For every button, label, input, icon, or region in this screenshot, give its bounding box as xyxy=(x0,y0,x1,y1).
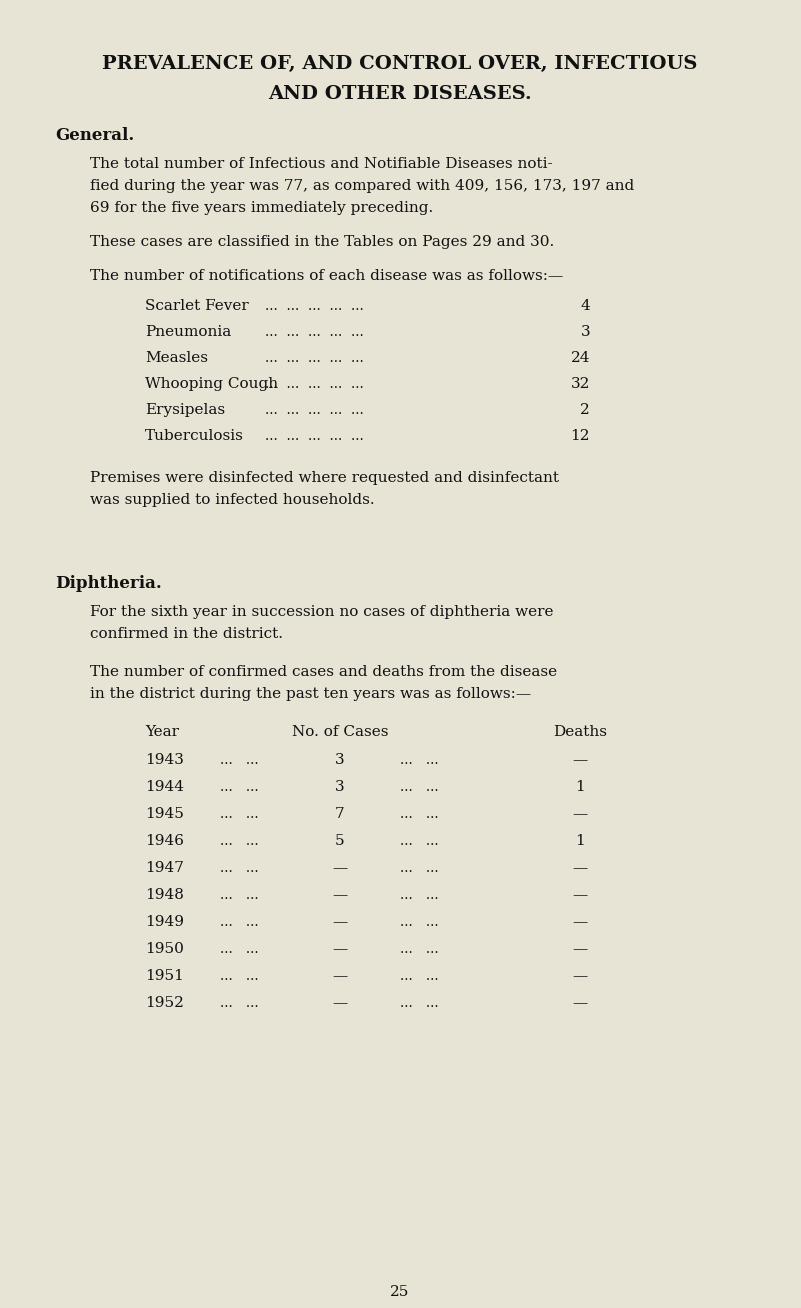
Text: Year: Year xyxy=(145,725,179,739)
Text: confirmed in the district.: confirmed in the district. xyxy=(90,627,283,641)
Text: ...   ...: ... ... xyxy=(400,916,439,929)
Text: —: — xyxy=(573,916,588,929)
Text: 1943: 1943 xyxy=(145,753,184,766)
Text: Pneumonia: Pneumonia xyxy=(145,324,231,339)
Text: —: — xyxy=(573,942,588,956)
Text: 4: 4 xyxy=(580,300,590,313)
Text: ...  ...  ...  ...  ...: ... ... ... ... ... xyxy=(265,377,364,391)
Text: ...   ...: ... ... xyxy=(400,753,439,766)
Text: 1948: 1948 xyxy=(145,888,184,903)
Text: ...  ...  ...  ...  ...: ... ... ... ... ... xyxy=(265,403,364,417)
Text: —: — xyxy=(573,807,588,821)
Text: ...  ...  ...  ...  ...: ... ... ... ... ... xyxy=(265,324,364,339)
Text: No. of Cases: No. of Cases xyxy=(292,725,388,739)
Text: 1951: 1951 xyxy=(145,969,184,984)
Text: 3: 3 xyxy=(335,780,344,794)
Text: ...   ...: ... ... xyxy=(400,942,439,956)
Text: 1952: 1952 xyxy=(145,995,184,1010)
Text: —: — xyxy=(332,995,348,1010)
Text: —: — xyxy=(573,888,588,903)
Text: —: — xyxy=(332,861,348,875)
Text: ...   ...: ... ... xyxy=(400,835,439,848)
Text: Measles: Measles xyxy=(145,351,208,365)
Text: 32: 32 xyxy=(570,377,590,391)
Text: ...   ...: ... ... xyxy=(400,888,439,903)
Text: Whooping Cough: Whooping Cough xyxy=(145,377,278,391)
Text: ...   ...: ... ... xyxy=(220,753,259,766)
Text: —: — xyxy=(332,942,348,956)
Text: Erysipelas: Erysipelas xyxy=(145,403,225,417)
Text: 2: 2 xyxy=(580,403,590,417)
Text: ...  ...  ...  ...  ...: ... ... ... ... ... xyxy=(265,351,364,365)
Text: —: — xyxy=(332,888,348,903)
Text: ...   ...: ... ... xyxy=(400,780,439,794)
Text: ...   ...: ... ... xyxy=(220,916,259,929)
Text: 1949: 1949 xyxy=(145,916,184,929)
Text: 1947: 1947 xyxy=(145,861,184,875)
Text: —: — xyxy=(573,861,588,875)
Text: —: — xyxy=(573,753,588,766)
Text: ...  ...  ...  ...  ...: ... ... ... ... ... xyxy=(265,429,364,443)
Text: ...   ...: ... ... xyxy=(220,835,259,848)
Text: 3: 3 xyxy=(581,324,590,339)
Text: Premises were disinfected where requested and disinfectant: Premises were disinfected where requeste… xyxy=(90,471,559,485)
Text: 1945: 1945 xyxy=(145,807,184,821)
Text: Tuberculosis: Tuberculosis xyxy=(145,429,244,443)
Text: in the district during the past ten years was as follows:—: in the district during the past ten year… xyxy=(90,687,531,701)
Text: 1946: 1946 xyxy=(145,835,184,848)
Text: —: — xyxy=(332,916,348,929)
Text: ...   ...: ... ... xyxy=(400,969,439,984)
Text: 25: 25 xyxy=(390,1284,409,1299)
Text: 12: 12 xyxy=(570,429,590,443)
Text: 1: 1 xyxy=(575,780,585,794)
Text: 1944: 1944 xyxy=(145,780,184,794)
Text: ...   ...: ... ... xyxy=(400,807,439,821)
Text: The number of confirmed cases and deaths from the disease: The number of confirmed cases and deaths… xyxy=(90,664,557,679)
Text: 1950: 1950 xyxy=(145,942,184,956)
Text: Diphtheria.: Diphtheria. xyxy=(55,576,162,593)
Text: was supplied to infected households.: was supplied to infected households. xyxy=(90,493,375,508)
Text: 1: 1 xyxy=(575,835,585,848)
Text: For the sixth year in succession no cases of diphtheria were: For the sixth year in succession no case… xyxy=(90,606,553,619)
Text: General.: General. xyxy=(55,127,135,144)
Text: ...  ...  ...  ...  ...: ... ... ... ... ... xyxy=(265,300,364,313)
Text: 3: 3 xyxy=(335,753,344,766)
Text: Scarlet Fever: Scarlet Fever xyxy=(145,300,249,313)
Text: ...   ...: ... ... xyxy=(400,861,439,875)
Text: ...   ...: ... ... xyxy=(400,995,439,1010)
Text: ...   ...: ... ... xyxy=(220,807,259,821)
Text: —: — xyxy=(332,969,348,984)
Text: ...   ...: ... ... xyxy=(220,780,259,794)
Text: ...   ...: ... ... xyxy=(220,995,259,1010)
Text: fied during the year was 77, as compared with 409, 156, 173, 197 and: fied during the year was 77, as compared… xyxy=(90,179,634,194)
Text: ...   ...: ... ... xyxy=(220,888,259,903)
Text: 24: 24 xyxy=(570,351,590,365)
Text: 5: 5 xyxy=(335,835,344,848)
Text: ...   ...: ... ... xyxy=(220,942,259,956)
Text: 7: 7 xyxy=(335,807,344,821)
Text: PREVALENCE OF, AND CONTROL OVER, INFECTIOUS: PREVALENCE OF, AND CONTROL OVER, INFECTI… xyxy=(103,55,698,73)
Text: The number of notifications of each disease was as follows:—: The number of notifications of each dise… xyxy=(90,269,563,283)
Text: The total number of Infectious and Notifiable Diseases noti-: The total number of Infectious and Notif… xyxy=(90,157,553,171)
Text: Deaths: Deaths xyxy=(553,725,607,739)
Text: 69 for the five years immediately preceding.: 69 for the five years immediately preced… xyxy=(90,201,433,215)
Text: These cases are classified in the Tables on Pages 29 and 30.: These cases are classified in the Tables… xyxy=(90,235,554,249)
Text: ...   ...: ... ... xyxy=(220,969,259,984)
Text: AND OTHER DISEASES.: AND OTHER DISEASES. xyxy=(268,85,532,103)
Text: ...   ...: ... ... xyxy=(220,861,259,875)
Text: —: — xyxy=(573,969,588,984)
Text: —: — xyxy=(573,995,588,1010)
